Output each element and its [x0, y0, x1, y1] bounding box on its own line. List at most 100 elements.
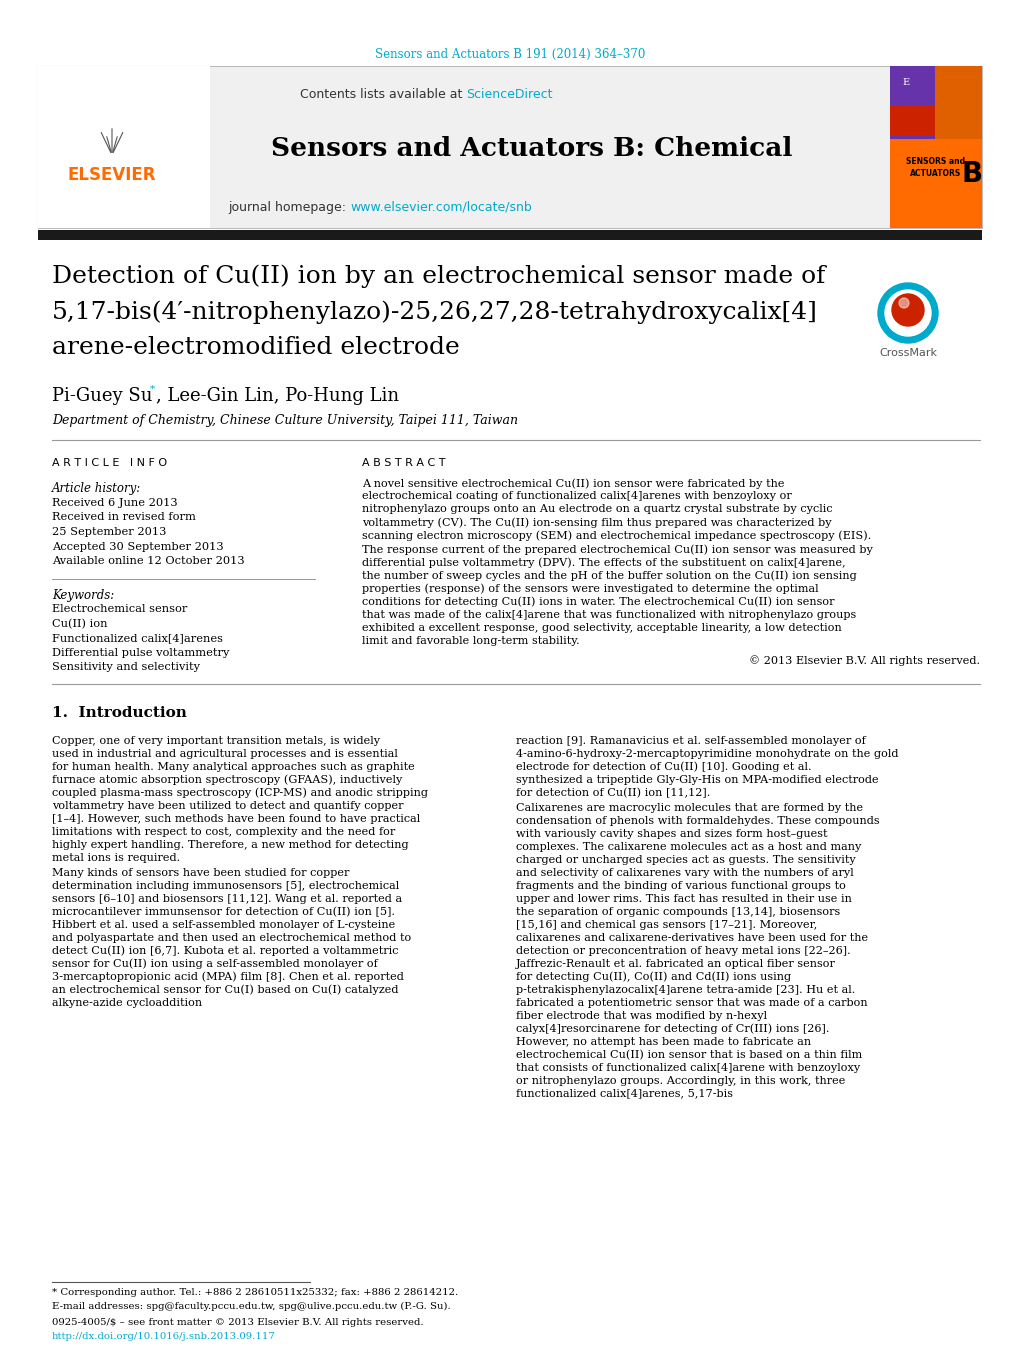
Text: Jaffrezic-Renault et al. fabricated an optical fiber sensor: Jaffrezic-Renault et al. fabricated an o…: [516, 959, 835, 969]
Text: synthesized a tripeptide Gly-Gly-His on MPA-modified electrode: synthesized a tripeptide Gly-Gly-His on …: [516, 774, 877, 785]
Text: for detecting Cu(II), Co(II) and Cd(II) ions using: for detecting Cu(II), Co(II) and Cd(II) …: [516, 971, 791, 982]
Text: highly expert handling. Therefore, a new method for detecting: highly expert handling. Therefore, a new…: [52, 839, 409, 850]
Text: 4-amino-6-hydroxy-2-mercaptopyrimidine monohydrate on the gold: 4-amino-6-hydroxy-2-mercaptopyrimidine m…: [516, 748, 898, 759]
Text: electrochemical Cu(II) ion sensor that is based on a thin film: electrochemical Cu(II) ion sensor that i…: [516, 1050, 861, 1061]
Text: with variously cavity shapes and sizes form host–guest: with variously cavity shapes and sizes f…: [516, 828, 826, 839]
Text: A B S T R A C T: A B S T R A C T: [362, 458, 445, 467]
Text: fabricated a potentiometric sensor that was made of a carbon: fabricated a potentiometric sensor that …: [516, 997, 867, 1008]
Text: 1.  Introduction: 1. Introduction: [52, 705, 186, 720]
Text: 0925-4005/$ – see front matter © 2013 Elsevier B.V. All rights reserved.: 0925-4005/$ – see front matter © 2013 El…: [52, 1319, 423, 1327]
Text: Functionalized calix[4]arenes: Functionalized calix[4]arenes: [52, 634, 223, 643]
Text: functionalized calix[4]arenes, 5,17-bis: functionalized calix[4]arenes, 5,17-bis: [516, 1089, 733, 1098]
Text: conditions for detecting Cu(II) ions in water. The electrochemical Cu(II) ion se: conditions for detecting Cu(II) ions in …: [362, 597, 834, 608]
Text: 3-mercaptopropionic acid (MPA) film [8]. Chen et al. reported: 3-mercaptopropionic acid (MPA) film [8].…: [52, 971, 404, 982]
Text: calixarenes and calixarene-derivatives have been used for the: calixarenes and calixarene-derivatives h…: [516, 932, 867, 943]
Text: Keywords:: Keywords:: [52, 589, 114, 601]
Text: for detection of Cu(II) ion [11,12].: for detection of Cu(II) ion [11,12].: [516, 788, 709, 798]
Text: voltammetry have been utilized to detect and quantify copper: voltammetry have been utilized to detect…: [52, 801, 404, 811]
Text: nitrophenylazo groups onto an Au electrode on a quartz crystal substrate by cycl: nitrophenylazo groups onto an Au electro…: [362, 504, 832, 515]
Text: Contents lists available at: Contents lists available at: [300, 88, 466, 101]
Text: A R T I C L E   I N F O: A R T I C L E I N F O: [52, 458, 167, 467]
Text: limitations with respect to cost, complexity and the need for: limitations with respect to cost, comple…: [52, 827, 395, 836]
Text: Electrochemical sensor: Electrochemical sensor: [52, 604, 187, 615]
Text: condensation of phenols with formaldehydes. These compounds: condensation of phenols with formaldehyd…: [516, 816, 878, 825]
Text: Detection of Cu(II) ion by an electrochemical sensor made of: Detection of Cu(II) ion by an electroche…: [52, 263, 824, 288]
Text: that was made of the calix[4]arene that was functionalized with nitrophenylazo g: that was made of the calix[4]arene that …: [362, 611, 855, 620]
Text: Article history:: Article history:: [52, 482, 141, 494]
Text: 25 September 2013: 25 September 2013: [52, 527, 166, 536]
Text: properties (response) of the sensors were investigated to determine the optimal: properties (response) of the sensors wer…: [362, 584, 818, 594]
Text: © 2013 Elsevier B.V. All rights reserved.: © 2013 Elsevier B.V. All rights reserved…: [748, 655, 979, 666]
Text: The response current of the prepared electrochemical Cu(II) ion sensor was measu: The response current of the prepared ele…: [362, 544, 872, 554]
Text: Available online 12 October 2013: Available online 12 October 2013: [52, 557, 245, 566]
Bar: [890, 66, 981, 139]
Text: Sensors and Actuators B 191 (2014) 364–370: Sensors and Actuators B 191 (2014) 364–3…: [374, 49, 645, 61]
Text: CrossMark: CrossMark: [878, 349, 936, 358]
Text: or nitrophenylazo groups. Accordingly, in this work, three: or nitrophenylazo groups. Accordingly, i…: [516, 1075, 845, 1086]
Text: Received in revised form: Received in revised form: [52, 512, 196, 523]
Text: sensors [6–10] and biosensors [11,12]. Wang et al. reported a: sensors [6–10] and biosensors [11,12]. W…: [52, 893, 401, 904]
Bar: [890, 105, 934, 136]
Text: for human health. Many analytical approaches such as graphite: for human health. Many analytical approa…: [52, 762, 415, 771]
Text: reaction [9]. Ramanavicius et al. self-assembled monolayer of: reaction [9]. Ramanavicius et al. self-a…: [516, 735, 865, 746]
Text: detection or preconcentration of heavy metal ions [22–26].: detection or preconcentration of heavy m…: [516, 946, 850, 955]
Text: Accepted 30 September 2013: Accepted 30 September 2013: [52, 542, 223, 551]
Text: Sensors and Actuators B: Chemical: Sensors and Actuators B: Chemical: [271, 135, 792, 161]
Text: detect Cu(II) ion [6,7]. Kubota et al. reported a voltammetric: detect Cu(II) ion [6,7]. Kubota et al. r…: [52, 946, 398, 957]
Text: arene-electromodified electrode: arene-electromodified electrode: [52, 336, 460, 359]
Text: [15,16] and chemical gas sensors [17–21]. Moreover,: [15,16] and chemical gas sensors [17–21]…: [516, 920, 816, 929]
Bar: [38, 66, 210, 228]
Text: electrode for detection of Cu(II) [10]. Gooding et al.: electrode for detection of Cu(II) [10]. …: [516, 762, 811, 773]
Text: 5,17-bis(4′-nitrophenylazo)-25,26,27,28-tetrahydroxycalix[4]: 5,17-bis(4′-nitrophenylazo)-25,26,27,28-…: [52, 300, 817, 323]
Text: B: B: [961, 159, 981, 188]
Text: the separation of organic compounds [13,14], biosensors: the separation of organic compounds [13,…: [516, 907, 840, 916]
Text: Department of Chemistry, Chinese Culture University, Taipei 111, Taiwan: Department of Chemistry, Chinese Culture…: [52, 413, 518, 427]
Text: Received 6 June 2013: Received 6 June 2013: [52, 499, 177, 508]
Text: voltammetry (CV). The Cu(II) ion-sensing film thus prepared was characterized by: voltammetry (CV). The Cu(II) ion-sensing…: [362, 517, 830, 528]
Text: ScienceDirect: ScienceDirect: [466, 88, 552, 101]
Text: Cu(II) ion: Cu(II) ion: [52, 619, 107, 630]
Text: , Lee-Gin Lin, Po-Hung Lin: , Lee-Gin Lin, Po-Hung Lin: [156, 386, 398, 405]
Text: Copper, one of very important transition metals, is widely: Copper, one of very important transition…: [52, 735, 380, 746]
Text: the number of sweep cycles and the pH of the buffer solution on the Cu(II) ion s: the number of sweep cycles and the pH of…: [362, 570, 856, 581]
Circle shape: [877, 282, 937, 343]
Text: ELSEVIER: ELSEVIER: [67, 166, 156, 184]
Circle shape: [898, 299, 908, 308]
Text: determination including immunosensors [5], electrochemical: determination including immunosensors [5…: [52, 881, 398, 890]
Text: ACTUATORS: ACTUATORS: [910, 169, 961, 178]
Text: upper and lower rims. This fact has resulted in their use in: upper and lower rims. This fact has resu…: [516, 893, 851, 904]
Text: exhibited a excellent response, good selectivity, acceptable linearity, a low de: exhibited a excellent response, good sel…: [362, 623, 841, 634]
Text: Sensitivity and selectivity: Sensitivity and selectivity: [52, 662, 200, 673]
Text: complexes. The calixarene molecules act as a host and many: complexes. The calixarene molecules act …: [516, 842, 860, 851]
Circle shape: [892, 295, 923, 326]
Text: Calixarenes are macrocylic molecules that are formed by the: Calixarenes are macrocylic molecules tha…: [516, 802, 862, 812]
Text: that consists of functionalized calix[4]arene with benzoyloxy: that consists of functionalized calix[4]…: [516, 1063, 859, 1073]
Text: microcantilever immunsensor for detection of Cu(II) ion [5].: microcantilever immunsensor for detectio…: [52, 907, 394, 917]
Text: coupled plasma-mass spectroscopy (ICP-MS) and anodic stripping: coupled plasma-mass spectroscopy (ICP-MS…: [52, 788, 428, 798]
Text: Differential pulse voltammetry: Differential pulse voltammetry: [52, 648, 229, 658]
Text: scanning electron microscopy (SEM) and electrochemical impedance spectroscopy (E: scanning electron microscopy (SEM) and e…: [362, 531, 870, 542]
Text: Hibbert et al. used a self-assembled monolayer of L-cysteine: Hibbert et al. used a self-assembled mon…: [52, 920, 395, 929]
Bar: [38, 66, 981, 228]
Text: Many kinds of sensors have been studied for copper: Many kinds of sensors have been studied …: [52, 867, 350, 878]
Text: an electrochemical sensor for Cu(I) based on Cu(I) catalyzed: an electrochemical sensor for Cu(I) base…: [52, 985, 398, 996]
Text: p-tetrakisphenylazocalix[4]arene tetra-amide [23]. Hu et al.: p-tetrakisphenylazocalix[4]arene tetra-a…: [516, 985, 854, 994]
Text: fragments and the binding of various functional groups to: fragments and the binding of various fun…: [516, 881, 845, 890]
Text: journal homepage:: journal homepage:: [228, 200, 350, 213]
Circle shape: [884, 290, 930, 336]
Text: furnace atomic absorption spectroscopy (GFAAS), inductively: furnace atomic absorption spectroscopy (…: [52, 774, 401, 785]
Text: used in industrial and agricultural processes and is essential: used in industrial and agricultural proc…: [52, 748, 397, 759]
Text: fiber electrode that was modified by n-hexyl: fiber electrode that was modified by n-h…: [516, 1011, 766, 1020]
Text: E-mail addresses: spg@faculty.pccu.edu.tw, spg@ulive.pccu.edu.tw (P.-G. Su).: E-mail addresses: spg@faculty.pccu.edu.t…: [52, 1302, 450, 1310]
Text: electrochemical coating of functionalized calix[4]arenes with benzoyloxy or: electrochemical coating of functionalize…: [362, 492, 791, 501]
Text: www.elsevier.com/locate/snb: www.elsevier.com/locate/snb: [350, 200, 531, 213]
Bar: [890, 66, 981, 228]
Text: Pi-Guey Su: Pi-Guey Su: [52, 386, 153, 405]
Text: alkyne-azide cycloaddition: alkyne-azide cycloaddition: [52, 997, 202, 1008]
Text: limit and favorable long-term stability.: limit and favorable long-term stability.: [362, 636, 579, 646]
Text: metal ions is required.: metal ions is required.: [52, 852, 180, 862]
Text: sensor for Cu(II) ion using a self-assembled monolayer of: sensor for Cu(II) ion using a self-assem…: [52, 959, 377, 969]
Text: and selectivity of calixarenes vary with the numbers of aryl: and selectivity of calixarenes vary with…: [516, 867, 853, 878]
Text: calyx[4]resorcinarene for detecting of Cr(III) ions [26].: calyx[4]resorcinarene for detecting of C…: [516, 1024, 828, 1034]
Text: http://dx.doi.org/10.1016/j.snb.2013.09.117: http://dx.doi.org/10.1016/j.snb.2013.09.…: [52, 1332, 275, 1342]
